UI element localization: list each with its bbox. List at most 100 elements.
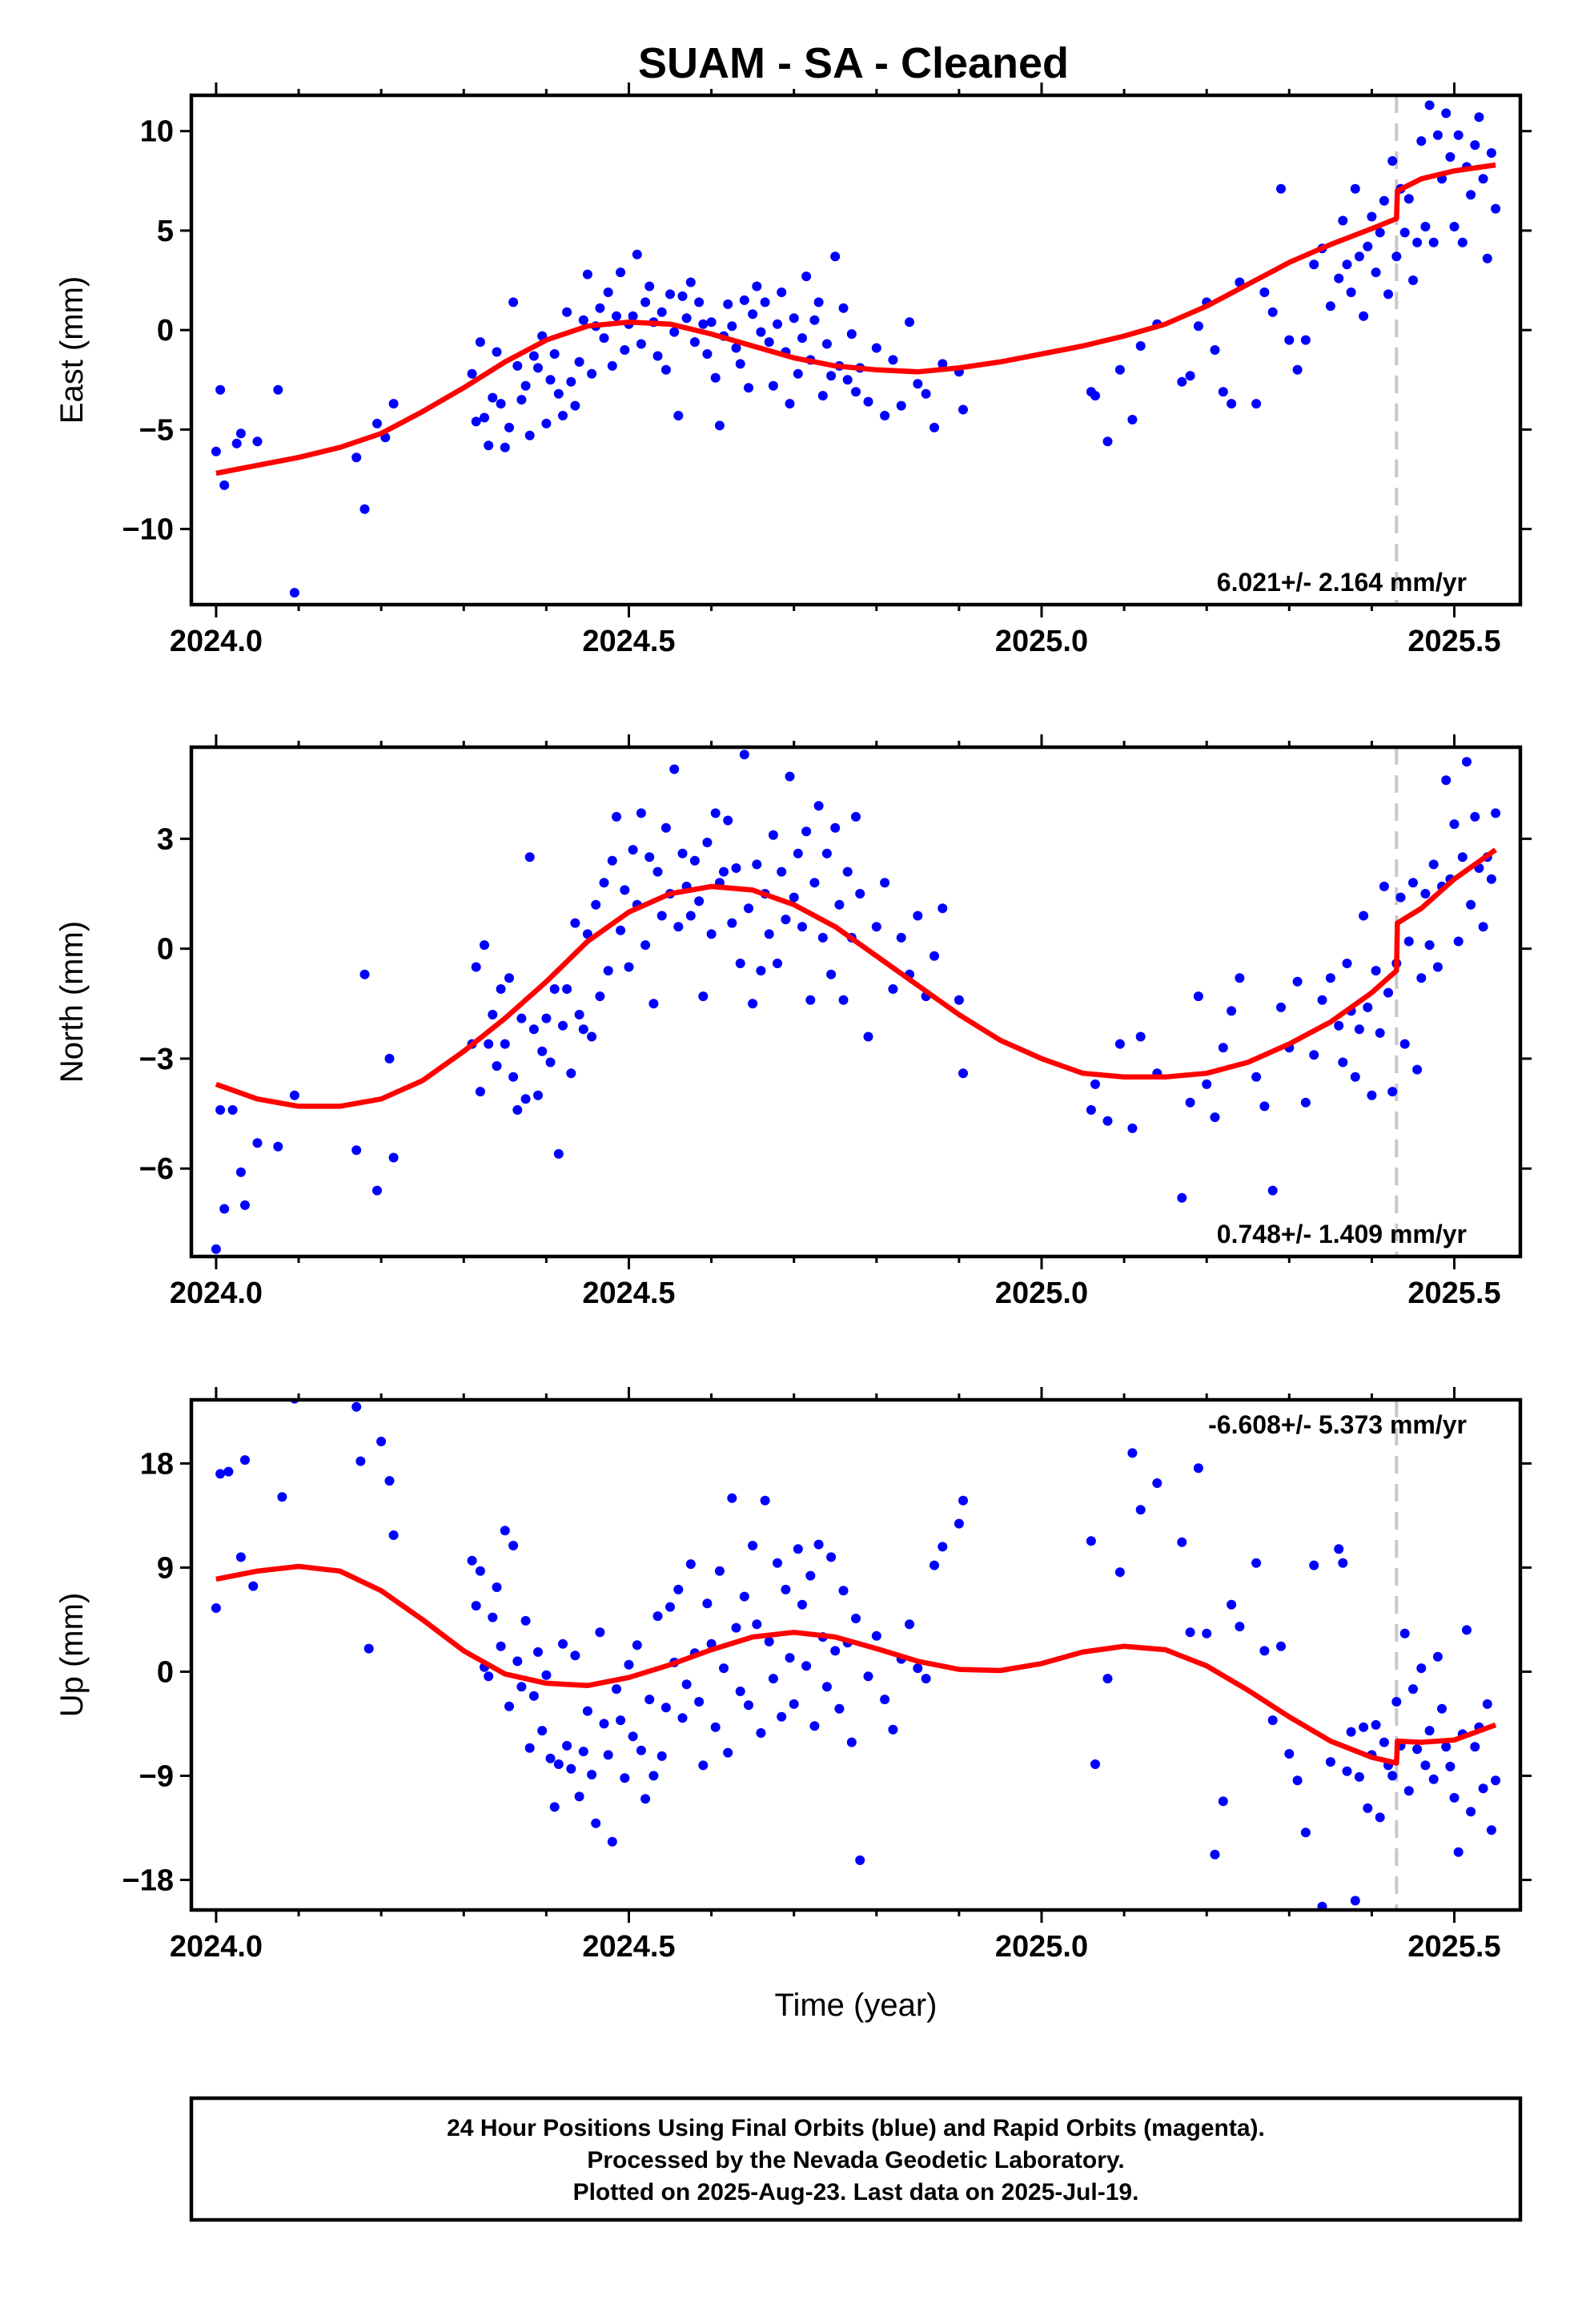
up-point xyxy=(355,1456,366,1466)
north-points xyxy=(211,750,1501,1254)
up-point xyxy=(1363,1803,1373,1813)
north-point xyxy=(1259,1101,1270,1112)
north-point xyxy=(1408,878,1418,888)
up-point xyxy=(958,1495,968,1506)
north-point xyxy=(863,1031,873,1042)
north-point xyxy=(528,1024,539,1035)
up-y-axis-label: Up (mm) xyxy=(54,1593,90,1718)
north-point xyxy=(252,1138,263,1148)
east-point xyxy=(789,313,799,324)
east-fit-line xyxy=(215,162,1496,476)
east-point xyxy=(1383,289,1393,300)
up-point xyxy=(739,1591,749,1602)
north-point xyxy=(744,903,753,914)
north-point xyxy=(636,808,646,818)
north-y-tick-label: 3 xyxy=(157,822,174,856)
east-point xyxy=(880,411,890,420)
north-point xyxy=(1086,1105,1096,1115)
east-point xyxy=(570,400,580,411)
north-point xyxy=(930,951,939,961)
north-point xyxy=(1334,1020,1344,1031)
east-point xyxy=(512,360,523,371)
north-point xyxy=(219,1204,230,1214)
east-point xyxy=(656,307,667,317)
up-point xyxy=(1403,1786,1414,1796)
east-point xyxy=(211,446,221,456)
north-point xyxy=(566,1068,576,1079)
north-point xyxy=(524,852,535,862)
up-points xyxy=(211,1400,1501,1910)
north-point xyxy=(781,915,791,925)
up-point xyxy=(1292,1775,1303,1786)
up-point xyxy=(1276,1641,1286,1651)
north-y-tick-label: −6 xyxy=(139,1152,174,1186)
east-point xyxy=(1441,108,1452,119)
east-y-tick-label: −5 xyxy=(139,413,174,447)
north-point xyxy=(958,1068,968,1079)
east-point xyxy=(714,420,725,431)
up-point xyxy=(748,1541,758,1550)
up-point xyxy=(475,1566,485,1576)
up-point xyxy=(533,1647,543,1657)
north-point xyxy=(1424,940,1435,951)
east-point xyxy=(1300,335,1311,345)
north-point xyxy=(1466,899,1476,910)
east-point xyxy=(793,368,803,379)
north-point xyxy=(809,878,820,888)
up-point xyxy=(1441,1742,1452,1752)
east-point xyxy=(842,375,853,385)
north-point xyxy=(227,1105,238,1115)
north-point xyxy=(512,1105,523,1115)
north-point xyxy=(1470,811,1480,822)
north-point xyxy=(830,822,841,833)
up-x-tick-label: 2025.0 xyxy=(995,1930,1088,1964)
up-point xyxy=(793,1544,803,1554)
east-point xyxy=(826,371,837,381)
up-point xyxy=(578,1747,588,1757)
up-point xyxy=(685,1559,696,1570)
east-point xyxy=(582,269,592,279)
up-point xyxy=(1193,1463,1203,1474)
up-point xyxy=(723,1747,733,1758)
east-point xyxy=(1391,251,1402,262)
east-point xyxy=(496,399,506,409)
up-point xyxy=(388,1530,399,1540)
north-x-tick-label: 2024.0 xyxy=(170,1277,263,1310)
east-point xyxy=(516,395,527,405)
east-point xyxy=(830,251,841,262)
up-point xyxy=(591,1818,601,1828)
north-point xyxy=(880,878,890,888)
up-point xyxy=(1127,1448,1138,1458)
east-point xyxy=(809,315,820,325)
east-point xyxy=(1127,415,1138,424)
north-point xyxy=(1102,1116,1113,1126)
north-point xyxy=(938,903,948,914)
north-point xyxy=(1210,1112,1220,1123)
north-point xyxy=(508,1072,519,1082)
north-point xyxy=(1491,808,1501,818)
east-point xyxy=(871,343,881,353)
up-point xyxy=(1338,1558,1348,1568)
up-y-tick-label: 0 xyxy=(157,1655,174,1689)
up-point xyxy=(1350,1896,1360,1906)
up-y-tick-label: 9 xyxy=(157,1551,174,1585)
up-point xyxy=(1102,1674,1113,1684)
up-point xyxy=(760,1495,770,1506)
north-point xyxy=(1371,966,1381,976)
north-point xyxy=(773,959,782,968)
up-point xyxy=(1470,1742,1480,1752)
north-point xyxy=(1457,852,1468,862)
north-point xyxy=(694,896,705,907)
north-point xyxy=(685,911,696,921)
north-point xyxy=(913,911,923,921)
north-point xyxy=(723,815,733,826)
up-point xyxy=(905,1619,914,1630)
up-point xyxy=(570,1651,580,1661)
east-point xyxy=(1193,321,1203,332)
east-point xyxy=(1367,211,1377,222)
up-point xyxy=(913,1663,923,1674)
up-point xyxy=(652,1611,663,1622)
north-point xyxy=(797,922,807,932)
east-point xyxy=(702,349,713,359)
up-point xyxy=(488,1612,498,1622)
